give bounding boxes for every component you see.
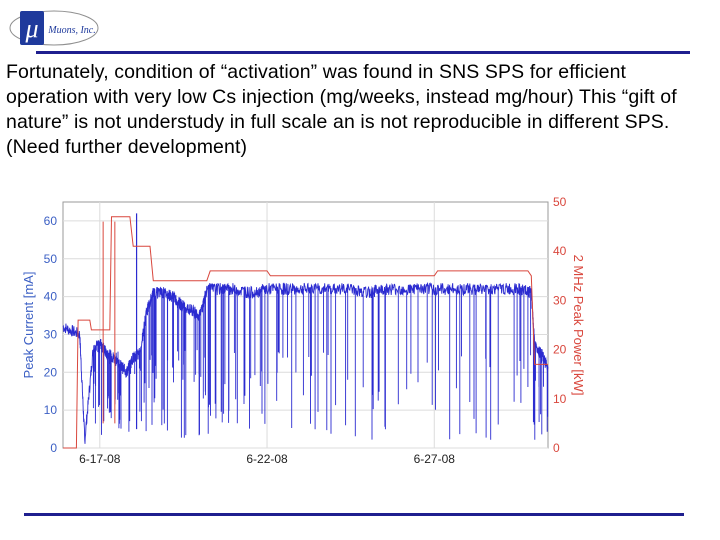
plot-area [62,201,549,449]
series-peak-power-line [63,216,548,449]
y-right-tick-label: 10 [553,392,567,406]
y-right-tick-label: 50 [553,195,567,209]
y-left-tick-label: 10 [44,403,58,417]
logo-mu-symbol: μ [24,14,38,43]
y-left-tick-label: 50 [44,252,58,266]
y-right-tick-label: 40 [553,244,567,258]
x-tick-label: 6-27-08 [414,452,456,466]
y-right-axis-label: 2 MHz Peak Power [kW] [571,255,586,396]
x-tick-label: 6-17-08 [79,452,121,466]
y-left-axis-label: Peak Current [mA] [21,272,36,379]
peak-current-power-chart: 0 10 20 30 40 50 60 0 10 20 30 40 50 6-17-08 6-22-08 6-… [21,195,586,466]
bottom-divider [24,513,684,516]
y-left-tick-label: 0 [50,441,57,455]
y-right-tick-label: 30 [553,293,567,307]
company-logo: μ Muons, Inc. [8,8,100,48]
y-left-tick-label: 20 [44,365,58,379]
slide-body-text: Fortunately, condition of “activation” w… [6,61,677,158]
top-divider [36,51,690,54]
y-left-tick-label: 30 [44,327,58,341]
y-left-tick-label: 60 [44,214,58,228]
y-right-tick-label: 20 [553,343,567,357]
series-peak-current-line [62,281,549,444]
y-left-tick-label: 40 [44,290,58,304]
logo-company-name: Muons, Inc. [47,25,96,36]
y-right-tick-label: 0 [553,441,560,455]
x-tick-label: 6-22-08 [246,452,288,466]
